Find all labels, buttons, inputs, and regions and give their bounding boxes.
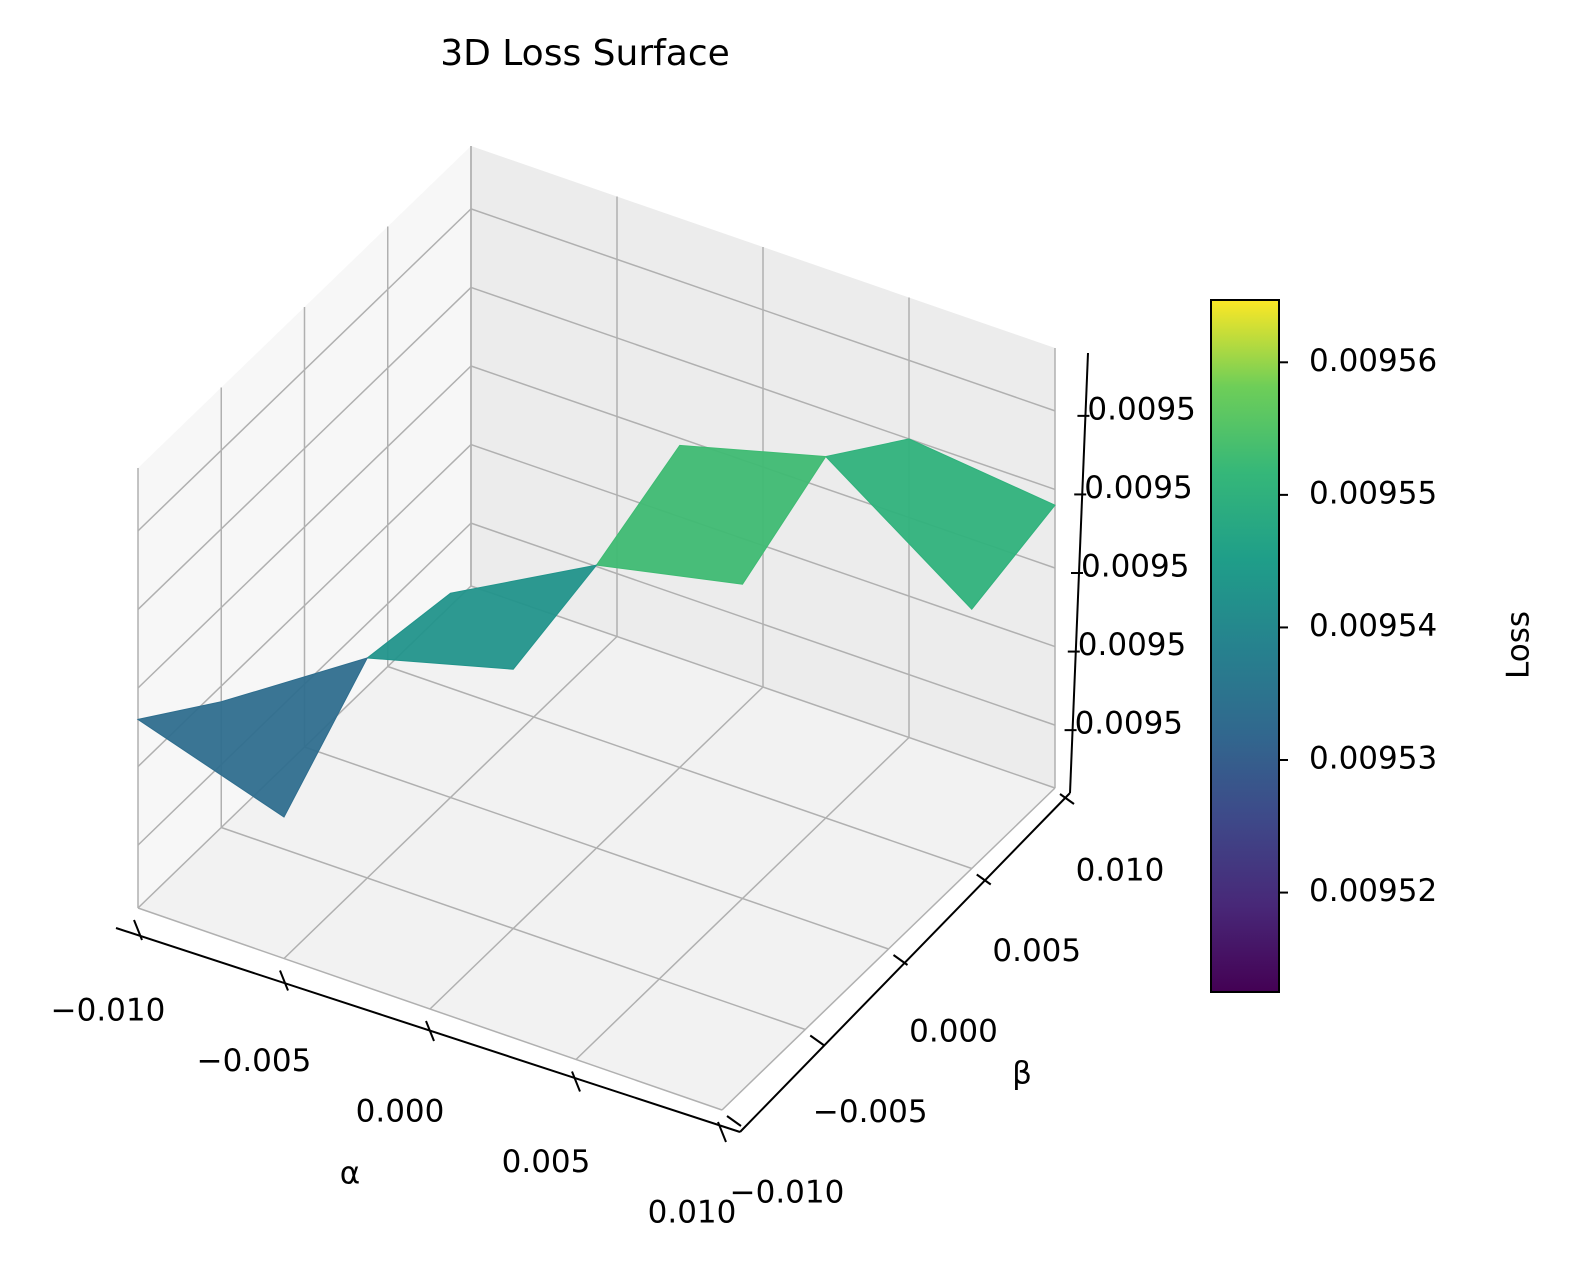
x-tick [279,970,289,991]
surface-patch [136,657,369,818]
y-tick [809,1034,825,1047]
plot [136,438,1056,818]
grid-line [137,365,472,689]
x-tick-label: 0.000 [356,1094,445,1130]
x-tick [425,1020,435,1042]
y-tick-label: 0.010 [1076,853,1165,889]
surface-patch [365,564,598,670]
y-tick-label: 0.005 [992,933,1081,969]
grid-line [137,286,472,610]
colorbar-tick-label: 0.00953 [1309,741,1437,777]
z-tick-label: 0.0095 [1075,706,1183,742]
grid-line [470,522,1056,726]
z-tick-label: 0.0095 [1087,391,1195,427]
surface-patch [824,438,1056,610]
grid-line [221,826,806,1031]
y-tick-label: 0.000 [909,1014,998,1050]
grid-line [304,746,889,950]
panes [115,146,1090,1143]
y-tick [1059,793,1075,805]
surface-patch [595,444,827,585]
x-tick [571,1071,581,1092]
z-tick-label: 0.0095 [1081,549,1189,585]
y-tick [726,1115,742,1127]
grid-line [470,208,1056,412]
y-tick-label: −0.010 [730,1175,845,1211]
z-tick-label: 0.0095 [1078,627,1186,663]
grid-line [470,585,1056,789]
x-axis [115,927,741,1133]
grid-line [137,208,472,532]
x-tick-label: −0.005 [197,1043,312,1079]
chart-title: 3D Loss Surface [440,33,730,74]
z-tick-label: 0.0095 [1084,470,1192,506]
grid-line [387,665,972,870]
y-tick-label: −0.005 [813,1094,928,1130]
colorbar-gradient [1210,299,1280,993]
colorbar-tick-label: 0.00956 [1309,343,1437,379]
x-tick-label: −0.010 [51,993,166,1029]
grid-line [470,286,1056,491]
colorbar-tick-label: 0.00952 [1309,873,1437,909]
colorbar-tick-label: 0.00954 [1309,608,1437,644]
y-axis-label: β [1012,1056,1032,1092]
x-tick [133,919,143,941]
x-tick-label: 0.005 [502,1144,591,1180]
colorbar-tick-label: 0.00955 [1309,475,1437,511]
x-tick-label: 0.010 [648,1195,737,1231]
y-tick [976,873,992,886]
colorbar: 0.00952 0.00953 0.00954 0.00955 0.00956 [1210,299,1437,993]
colorbar-label: Loss [1501,611,1537,679]
y-tick [892,954,909,966]
x-tick [717,1121,727,1143]
x-axis-label: α [340,1156,360,1192]
grid-line [137,907,723,1111]
